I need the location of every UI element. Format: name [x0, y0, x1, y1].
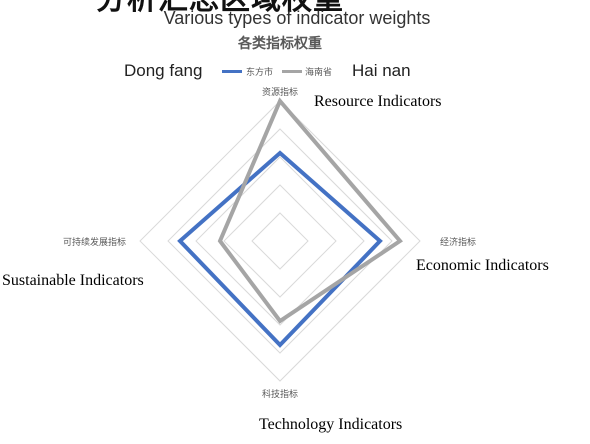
- grid-ring-5: [139, 100, 421, 382]
- category-label-resource: 资源指标: [262, 86, 298, 98]
- chart-title: 各类指标权重: [238, 36, 322, 52]
- grid-ring-2: [223, 184, 337, 298]
- category-label-sustainable: 可持续发展指标: [63, 236, 126, 248]
- grid-ring-4: [167, 128, 393, 354]
- cut-off-main-title: 分析汇总区域权重: [96, 0, 344, 18]
- legend-label-dongfang-en: Dong fang: [124, 61, 203, 80]
- annotation-sustainable: Sustainable Indicators: [2, 272, 144, 289]
- series-line-dongfang: [177, 150, 383, 348]
- legend-swatch-dongfang: [222, 70, 242, 73]
- grid-ring-3: [195, 156, 365, 326]
- legend-swatch-hainan: [282, 70, 302, 73]
- series-line-hainan: [217, 97, 403, 324]
- chart-subtitle-english: Various types of indicator weights: [163, 8, 431, 28]
- annotation-technology: Technology Indicators: [259, 416, 403, 433]
- grid-ring-1: [251, 212, 309, 270]
- legend-item-hainan: 海南省: [305, 68, 333, 78]
- legend-label-hainan-en: Hai nan: [352, 61, 411, 80]
- annotation-economic: Economic Indicators: [416, 257, 549, 274]
- annotation-resource: Resource Indicators: [314, 93, 442, 110]
- category-label-economic: 经济指标: [440, 236, 476, 248]
- category-label-technology: 科技指标: [262, 388, 298, 400]
- legend-item-dongfang: 东方市: [246, 68, 274, 78]
